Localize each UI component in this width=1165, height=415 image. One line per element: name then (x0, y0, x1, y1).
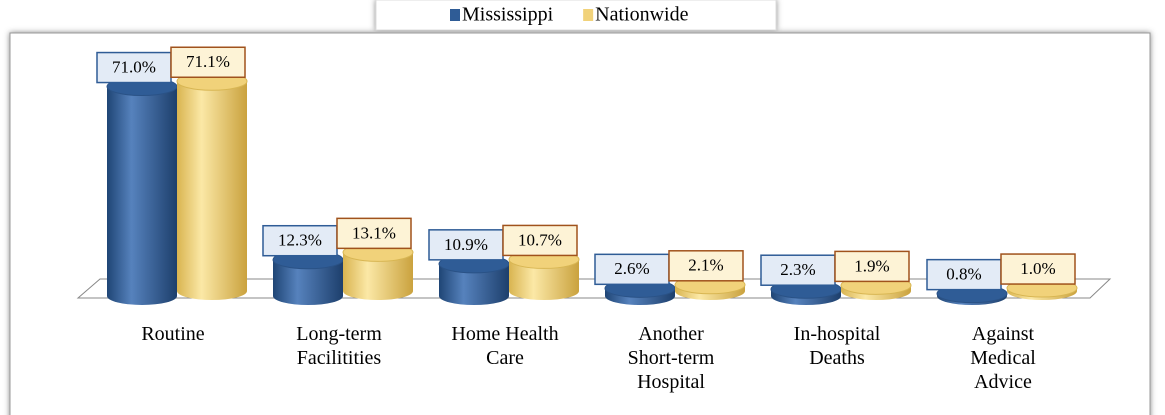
value-label: 2.3% (780, 260, 815, 279)
value-label: 71.1% (186, 52, 230, 71)
cylinder (439, 263, 509, 305)
value-label-box (594, 253, 670, 286)
legend-swatch (450, 9, 460, 21)
value-label: 13.1% (352, 223, 396, 242)
value-label: 2.6% (614, 259, 649, 278)
x-tick-label: Against Medical Advice (970, 323, 1036, 393)
value-label-box (926, 258, 1002, 291)
cylinder (177, 81, 247, 300)
legend-label: Nationwide (595, 4, 688, 26)
value-label-box (834, 250, 910, 283)
value-label: 2.1% (688, 256, 723, 275)
x-tick-label: Routine (141, 323, 205, 345)
value-label: 1.9% (854, 256, 889, 275)
legend-swatch (583, 9, 594, 21)
value-label-box (1000, 253, 1076, 285)
value-label-box (336, 217, 412, 250)
value-label: 12.3% (278, 231, 322, 250)
cylinder (343, 252, 413, 300)
value-label-box (428, 229, 504, 261)
value-label-box (668, 250, 744, 282)
x-tick-label: Another Short-term Hospital (627, 323, 715, 393)
value-label: 71.0% (112, 57, 156, 76)
value-label-box (502, 224, 578, 257)
cylinder (509, 259, 579, 300)
legend-box (375, 0, 777, 31)
x-tick-label: In-hospital Deaths (793, 323, 881, 369)
value-label: 10.9% (444, 235, 488, 254)
value-label-box (170, 46, 246, 79)
value-label: 10.7% (518, 230, 562, 249)
cylinder (273, 259, 343, 305)
value-label: 1.0% (1020, 259, 1055, 278)
legend-label: Mississippi (462, 4, 554, 26)
x-tick-label: Long-term Facilitities (296, 323, 382, 369)
x-tick-label: Home Health Care (451, 323, 559, 369)
value-label: 0.8% (946, 265, 981, 284)
cylinder (107, 86, 177, 305)
